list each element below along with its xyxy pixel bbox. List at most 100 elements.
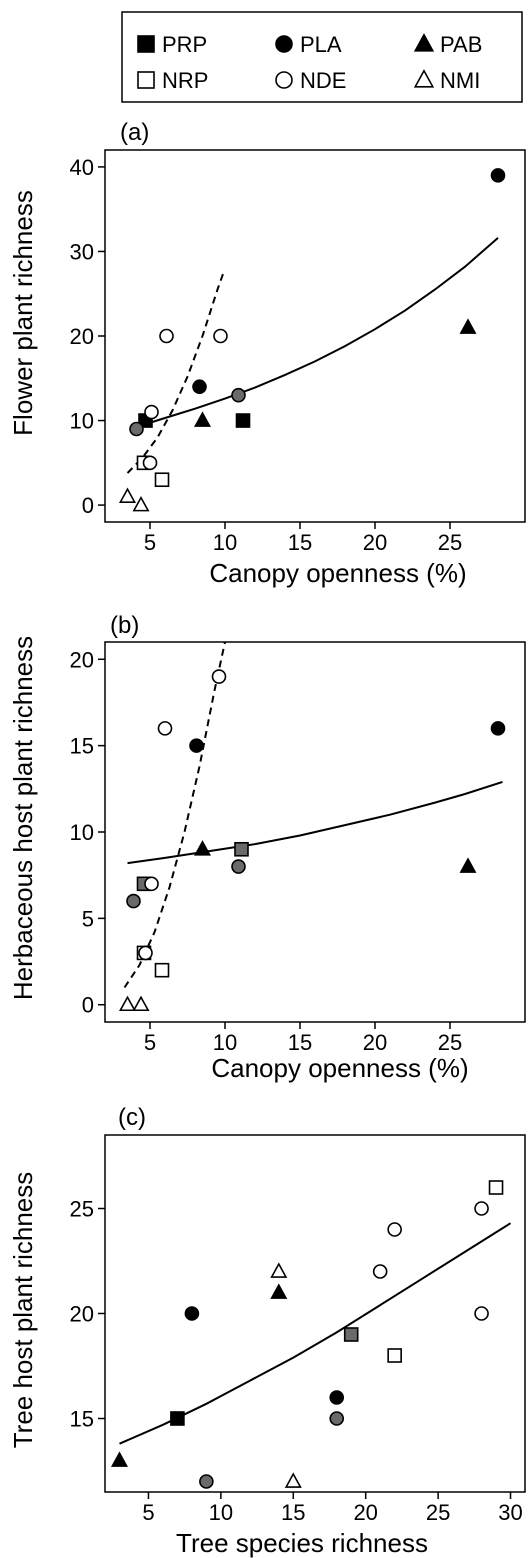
x-tick-label: 5 [142,1500,154,1525]
y-tick-label: 15 [70,1407,94,1432]
point-nde [144,876,159,892]
point-nmi [132,495,150,512]
point-pab [459,318,477,334]
y-axis-title-c: Tree host plant richness [8,1172,38,1449]
panel-a: (a) Canopy openness (%) Flower plant ric… [8,119,526,588]
x-tick-label: 15 [288,1030,312,1055]
y-axis-title-b: Herbaceous host plant richness [8,636,38,1000]
y-tick-label: 10 [70,820,94,845]
point-nrp [154,962,170,978]
panel-b: (b) Canopy openness (%) Herbaceous host … [8,612,526,1083]
legend-marker-prp [137,35,155,53]
point-pla [329,1390,345,1405]
point-nde [138,945,153,961]
panel-label-c: (c) [118,1104,146,1131]
x-tick-label: 5 [144,530,156,555]
legend: PRP PLA PAB NRP NDE NMI [121,11,523,103]
x-tick-label: 25 [438,530,462,555]
point-nmi [132,995,150,1012]
legend-label-nmi: NMI [440,68,480,93]
point-nde [211,669,227,684]
point-nde [159,328,174,344]
point-prp [170,1411,185,1426]
legend-marker-nmi [413,69,435,88]
x-axis-title-c: Tree species richness [176,1528,428,1558]
point-nde [142,455,158,471]
point-pla [231,859,246,874]
legend-label-nrp: NRP [162,68,208,93]
x-axis-title-a: Canopy openness (%) [209,558,466,588]
point-prp [235,413,251,428]
point-nde [387,1222,402,1237]
x-tick-label: 10 [213,530,237,555]
point-nmi [118,487,137,503]
point-nde [144,404,159,420]
point-pla [329,1411,345,1426]
legend-label-pab: PAB [440,32,482,57]
point-pla [490,168,506,183]
point-nde [474,1306,489,1321]
point-nmi [118,995,137,1012]
legend-marker-pab [413,33,435,52]
point-pla [192,379,207,395]
x-tick-label: 10 [213,1030,237,1055]
panel-label-b: (b) [110,612,139,639]
legend-label-prp: PRP [162,32,207,57]
point-pla [189,738,204,753]
y-tick-label: 0 [82,493,94,518]
panel-label-a: (a) [120,119,149,146]
x-tick-label: 20 [363,1030,387,1055]
y-tick-label: 40 [70,155,94,180]
point-pab [193,411,212,427]
point-nde [474,1201,489,1216]
plot-frame [104,1134,526,1493]
x-tick-label: 30 [498,1500,522,1525]
x-tick-label: 15 [288,530,312,555]
solid-fit-line [137,237,499,428]
y-tick-label: 25 [70,1197,94,1222]
legend-label-pla: PLA [300,32,342,57]
point-nrp [154,472,170,488]
point-pla [129,421,144,437]
dashed-fit-line [126,272,225,474]
y-tick-label: 15 [70,734,94,759]
legend-marker-nrp [137,71,155,89]
legend-box [121,11,523,103]
solid-fit-line [127,780,503,865]
dashed-fit-line [123,641,226,989]
legend-label-nde: NDE [300,68,346,93]
x-tick-label: 20 [353,1500,377,1525]
point-nmi [270,1262,288,1278]
point-nde [372,1264,388,1279]
point-nrp [488,1180,504,1195]
point-pab [110,1451,128,1467]
point-nde [213,328,228,344]
solid-fit-line [119,1222,512,1445]
y-tick-label: 5 [82,906,94,931]
point-pab [459,857,477,873]
x-tick-label: 10 [209,1500,233,1525]
point-pla [490,721,506,736]
y-tick-label: 20 [70,1302,94,1327]
point-pla [126,893,141,909]
x-tick-label: 25 [426,1500,450,1525]
point-prp [343,1327,359,1342]
x-axis-title-b: Canopy openness (%) [211,1053,468,1083]
x-tick-label: 20 [363,530,387,555]
point-pab [193,840,212,856]
point-pla [199,1474,214,1489]
panel-c: (c) Tree species richness Tree host plan… [8,1104,526,1558]
y-tick-label: 30 [70,239,94,264]
y-axis-title-a: Flower plant richness [8,190,38,436]
y-tick-label: 10 [70,409,94,434]
point-prp [234,841,249,857]
y-tick-label: 20 [70,324,94,349]
x-tick-label: 15 [281,1500,305,1525]
y-tick-label: 0 [82,993,94,1018]
point-nmi [284,1472,302,1488]
point-nde [157,721,173,736]
point-pla [231,387,246,403]
x-tick-label: 25 [438,1030,462,1055]
point-pab [270,1283,288,1299]
